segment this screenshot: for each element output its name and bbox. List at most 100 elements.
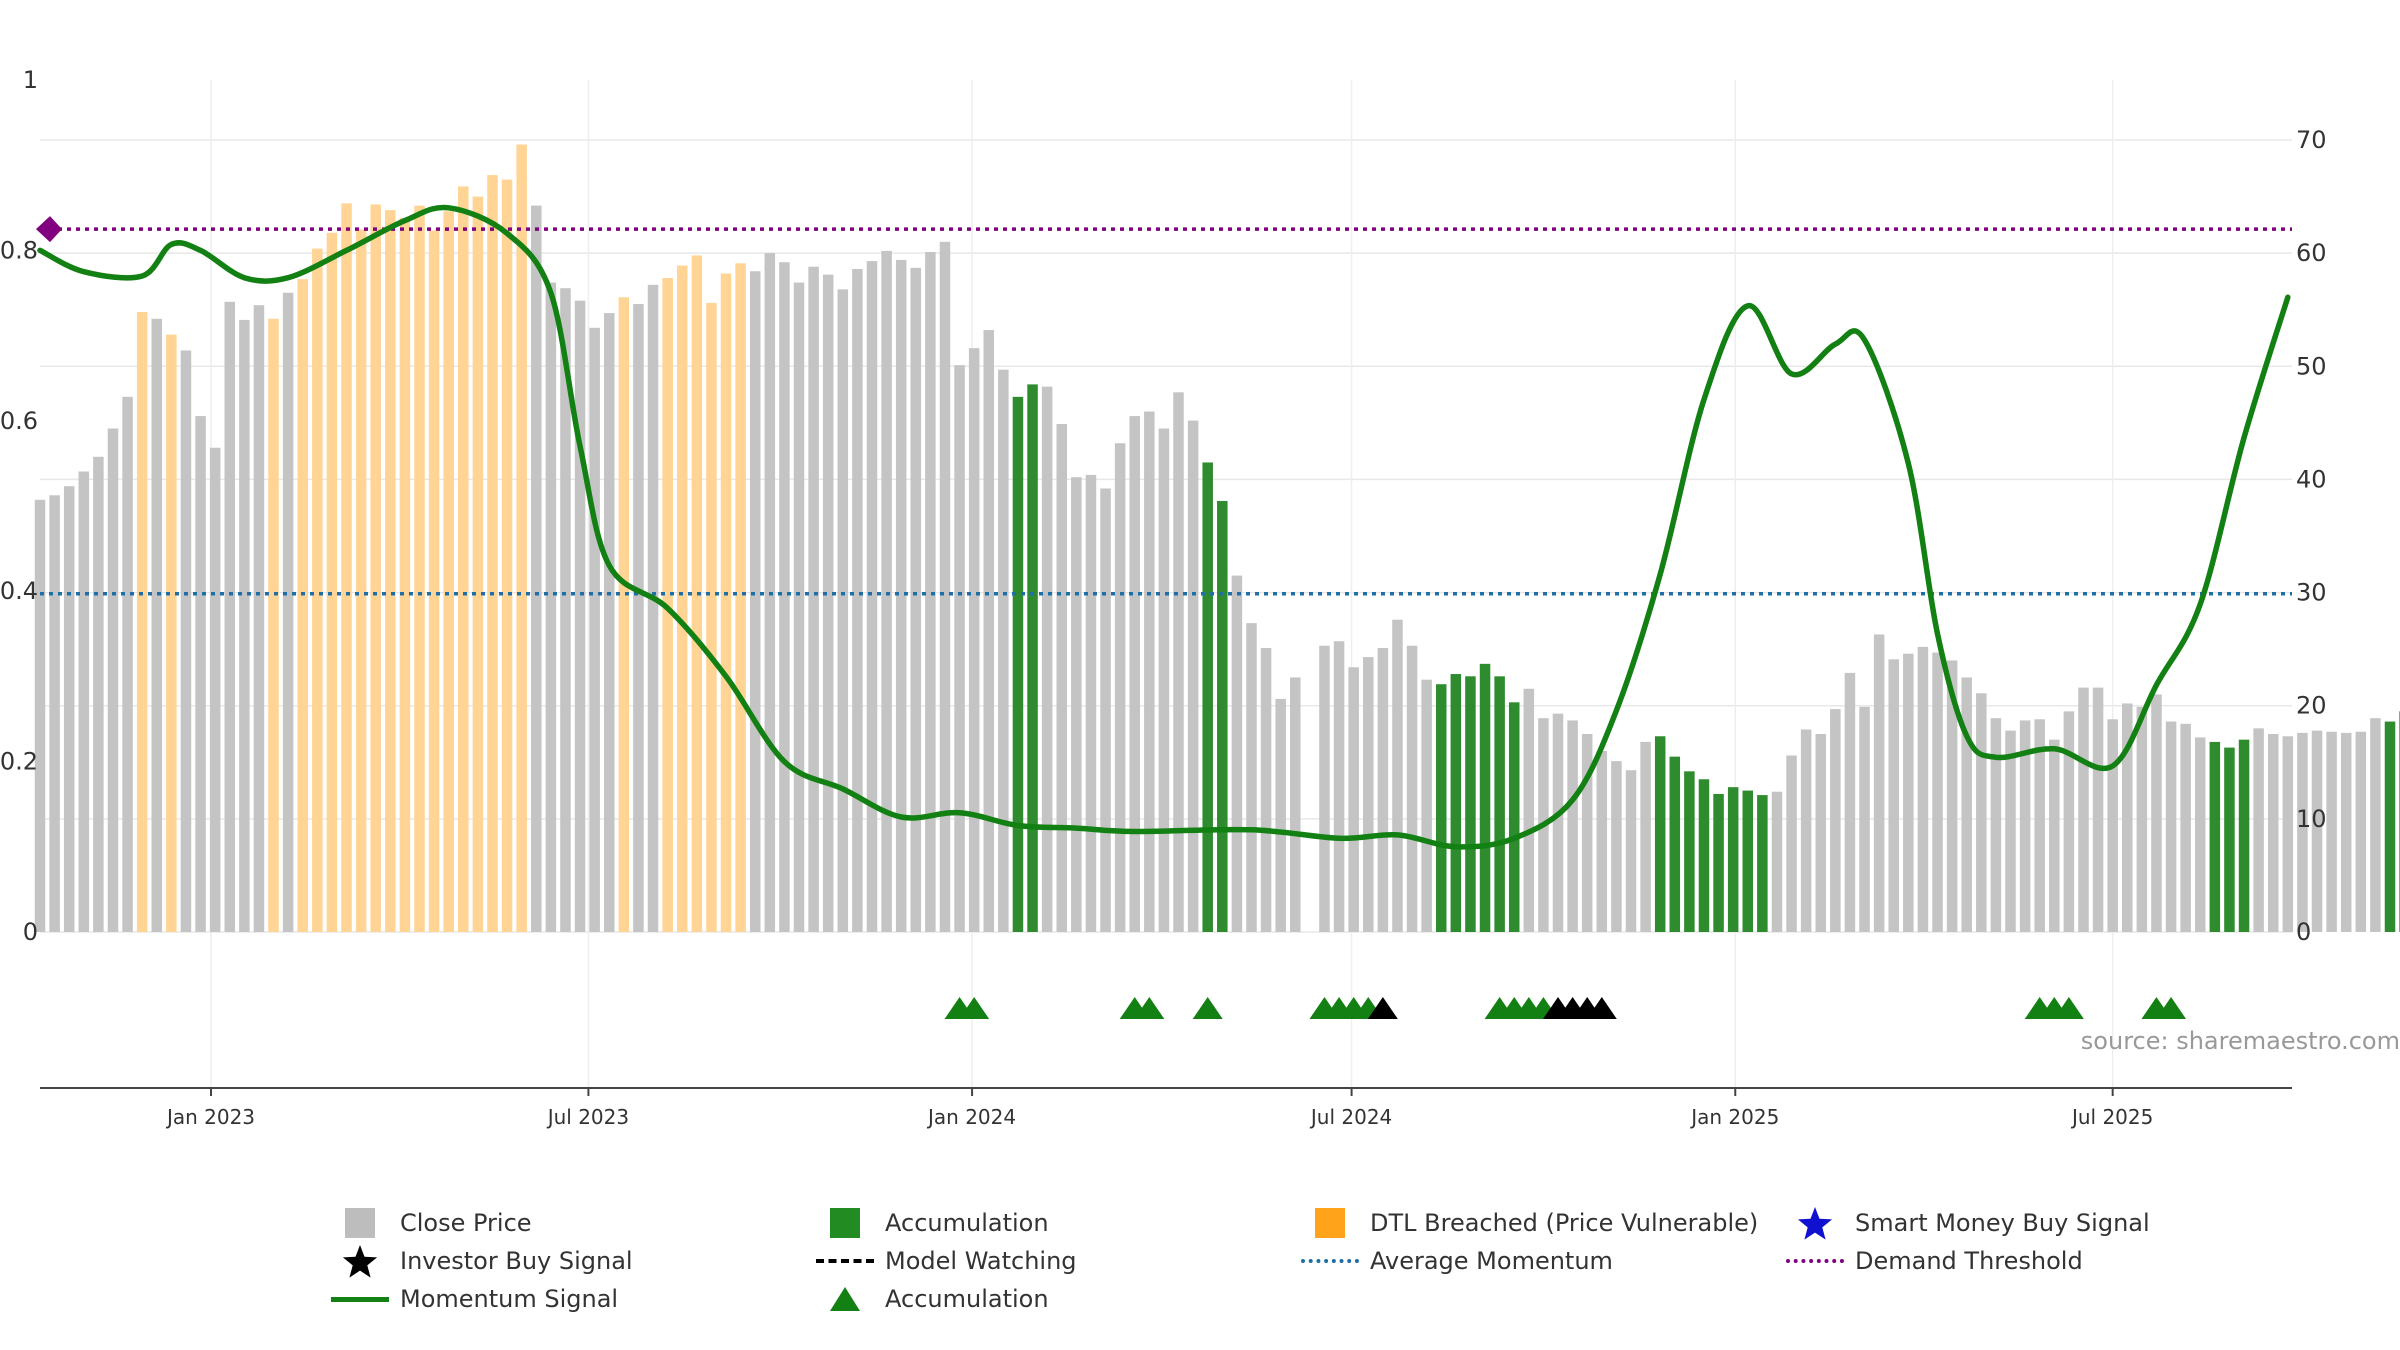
legend-model-watching: Model Watching	[815, 1243, 1077, 1279]
close-price-bar	[2078, 687, 2089, 932]
legend-dot-swatch	[1786, 1259, 1844, 1263]
close-price-bar	[2370, 718, 2381, 932]
left-axis-tick-label: 0	[23, 918, 38, 946]
close-price-bar	[1961, 677, 1972, 932]
close-price-bar	[93, 456, 104, 932]
close-price-bar	[1523, 688, 1535, 932]
close-price-bar	[195, 416, 206, 932]
close-price-bar	[2340, 732, 2352, 932]
left-axis-tick-label: 1	[23, 66, 38, 94]
dtl-breached-bar	[166, 334, 177, 932]
close-price-bar	[209, 447, 221, 932]
accumulation-bar	[1698, 779, 1710, 932]
close-price-bar	[647, 284, 659, 932]
legend-investor-buy: Investor Buy Signal	[330, 1243, 633, 1279]
legend: Close Price Accumulation DTL Breached (P…	[0, 1205, 2400, 1335]
dtl-breached-bar	[735, 263, 746, 933]
close-price-bar	[808, 266, 819, 933]
close-price-bar	[2165, 721, 2177, 932]
momentum-signal	[37, 204, 2291, 850]
accumulation-bar	[1742, 790, 1754, 932]
dtl-breached-bar	[428, 230, 440, 932]
close-price-bar	[78, 471, 90, 932]
close-price-bar	[2253, 728, 2264, 932]
dtl-breached-bar	[414, 205, 425, 932]
close-price-bar	[910, 267, 922, 932]
accumulation-bar	[1654, 736, 1666, 932]
accumulation-bar	[1217, 500, 1228, 932]
dtl-breached-bar	[706, 302, 717, 932]
right-axis-tick-label: 0	[2296, 918, 2311, 946]
legend-label: DTL Breached (Price Vulnerable)	[1370, 1209, 1759, 1237]
dtl-breached-bar	[458, 186, 469, 933]
legend-label: Accumulation	[885, 1285, 1049, 1313]
x-axis-tick-label: Jan 2025	[1689, 1105, 1779, 1129]
close-price-bar	[34, 499, 46, 932]
dtl-breached-bar	[136, 311, 148, 932]
close-price-bar	[574, 300, 586, 933]
dtl-breached-bar	[618, 297, 630, 933]
close-price-bar	[2180, 723, 2191, 932]
accumulation-bar	[1465, 676, 1476, 932]
accumulation-triangle-marker	[2156, 997, 2187, 1019]
close-price-bar	[837, 289, 849, 932]
dtl-breached-bar	[268, 318, 279, 932]
close-price-bar	[1333, 641, 1345, 932]
close-price-bar	[1231, 575, 1243, 932]
close-price-bar	[1552, 713, 1564, 932]
x-axis-tick-label: Jan 2023	[165, 1105, 255, 1129]
close-price-bar	[63, 486, 75, 932]
dtl-breached-bar	[355, 229, 367, 932]
accumulation-bar	[1027, 384, 1038, 933]
legend-accumulation-bar: Accumulation	[815, 1205, 1049, 1241]
close-price-bar	[1976, 693, 1987, 932]
close-price-bar	[2107, 719, 2118, 932]
accumulation-bar	[1494, 676, 1505, 932]
close-price-bar	[1406, 645, 1418, 932]
close-price-bar	[1173, 392, 1184, 932]
close-price-bar	[224, 301, 236, 932]
dtl-breached-bar	[370, 204, 381, 932]
close-price-bar	[895, 259, 907, 933]
close-price-bar	[2034, 719, 2045, 932]
close-price-bar	[1392, 619, 1403, 932]
close-price-bar	[1085, 474, 1097, 932]
left-axis-tick-label: 0.6	[0, 407, 38, 435]
legend-label: Model Watching	[885, 1247, 1077, 1275]
x-axis-tick-label: Jul 2025	[2070, 1105, 2153, 1129]
close-price-bar	[1100, 488, 1111, 932]
accumulation-bar	[1713, 793, 1724, 932]
close-price-bar	[1990, 718, 2002, 932]
investor-buy-marker	[1367, 997, 1398, 1019]
investor-buy-marker	[1586, 997, 1617, 1019]
right-axis-tick-label: 30	[2296, 579, 2327, 607]
close-price-bar	[49, 495, 60, 932]
close-price-bar	[1319, 645, 1330, 932]
legend-label: Investor Buy Signal	[400, 1247, 633, 1275]
close-price-bar	[239, 319, 250, 932]
close-price-bar	[866, 261, 878, 932]
accumulation-bar	[2238, 739, 2250, 932]
close-price-bar	[1144, 411, 1155, 932]
close-price-bar	[253, 305, 265, 932]
close-price-bar	[2049, 739, 2060, 932]
close-price-bar	[1290, 677, 1301, 932]
star-icon	[1797, 1207, 1833, 1240]
close-price-bar	[180, 350, 192, 933]
close-price-bar	[1056, 423, 1067, 932]
close-price-bar	[2005, 730, 2016, 932]
legend-accumulation-marker: Accumulation	[815, 1281, 1049, 1317]
close-price-bar	[2019, 720, 2031, 932]
close-price-bar	[1786, 755, 1797, 932]
close-price-bar	[2151, 694, 2162, 932]
close-price-bar	[151, 318, 163, 932]
left-axis-tick-label: 0.8	[0, 236, 38, 264]
legend-label: Close Price	[400, 1209, 532, 1237]
right-axis-tick-label: 70	[2296, 126, 2327, 154]
accumulation-bar	[1727, 787, 1739, 932]
accumulation-triangle-marker	[959, 997, 990, 1019]
close-price-bar	[107, 428, 119, 932]
close-price-bar	[1275, 698, 1286, 932]
close-price-bar	[2092, 687, 2104, 932]
left-axis-tick-label: 0.2	[0, 748, 38, 776]
